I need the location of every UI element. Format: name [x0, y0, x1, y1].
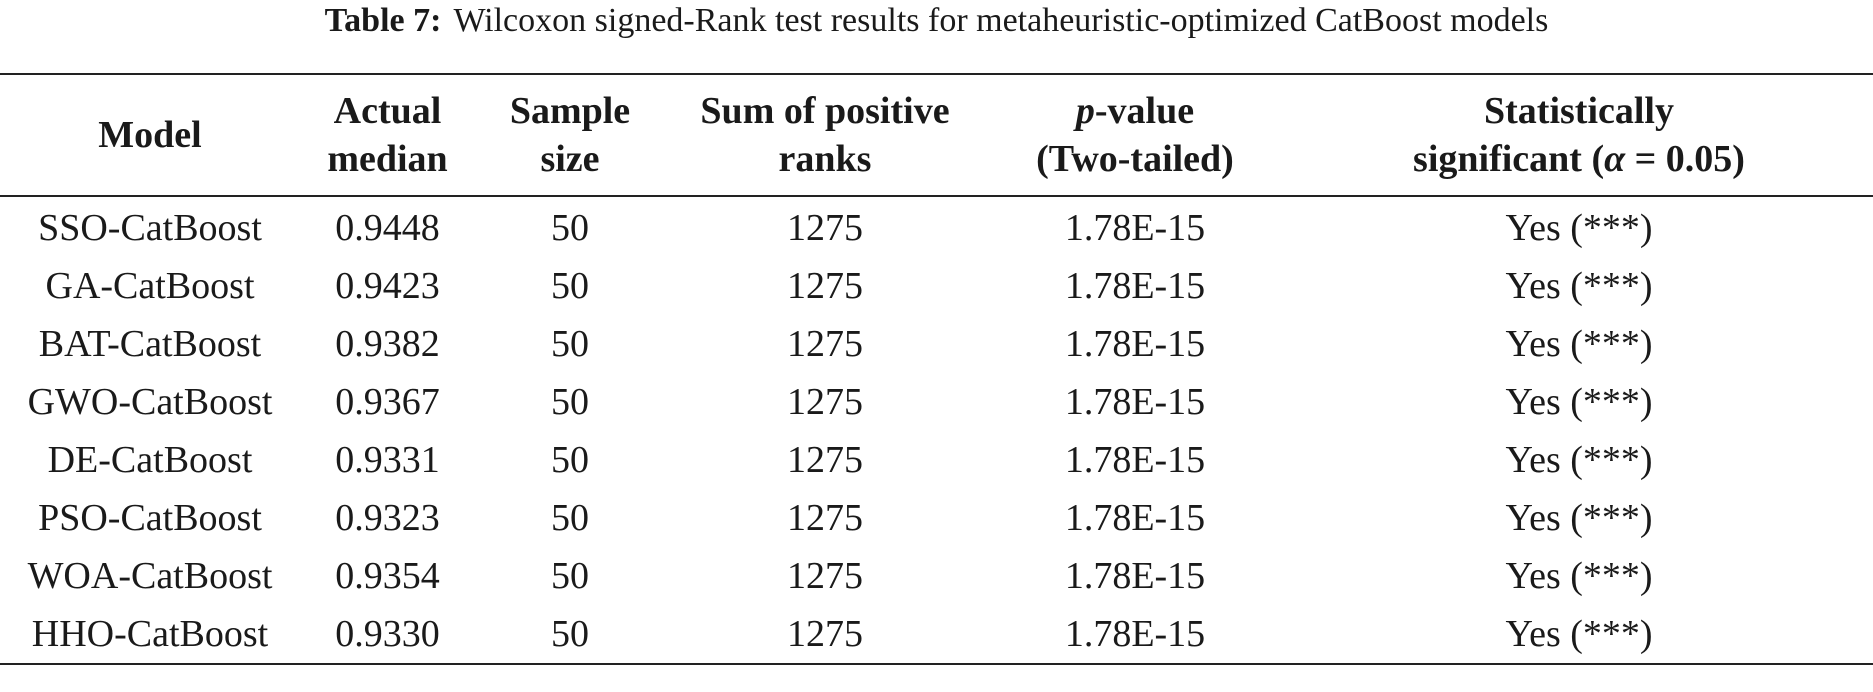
header-model: Model: [0, 74, 300, 196]
header-sample-size-line1: Sample: [509, 90, 631, 132]
cell-model: DE-CatBoost: [47, 439, 253, 481]
table-body: SSO-CatBoost 0.9448 50 1275 1.78E-15 Yes…: [0, 196, 1873, 664]
cell-significance: Yes (***): [1505, 323, 1653, 365]
table-row: WOA-CatBoost 0.9354 50 1275 1.78E-15 Yes…: [0, 547, 1873, 605]
cell-sum-ranks: 1275: [787, 613, 863, 655]
header-p-italic: p: [1075, 90, 1095, 132]
table-row: GA-CatBoost 0.9423 50 1275 1.78E-15 Yes …: [0, 257, 1873, 315]
header-p-rest: -value: [1094, 90, 1195, 132]
header-sample-size: Sample size: [475, 74, 665, 196]
cell-significance: Yes (***): [1505, 555, 1653, 597]
cell-significance: Yes (***): [1505, 439, 1653, 481]
cell-sample-size: 50: [551, 497, 589, 539]
cell-sum-ranks: 1275: [787, 555, 863, 597]
cell-median: 0.9382: [335, 323, 440, 365]
header-sum-positive-ranks: Sum of positive ranks: [665, 74, 985, 196]
header-actual-median: Actual median: [300, 74, 475, 196]
cell-median: 0.9331: [335, 439, 440, 481]
cell-sample-size: 50: [551, 555, 589, 597]
cell-significance: Yes (***): [1505, 207, 1653, 249]
cell-model: SSO-CatBoost: [38, 207, 262, 249]
header-significance: Statistically significant (α = 0.05): [1285, 74, 1873, 196]
header-model-text: Model: [98, 114, 202, 156]
header-sample-size-line2: size: [540, 138, 600, 180]
cell-sample-size: 50: [551, 207, 589, 249]
header-sig-pre: significant (: [1413, 138, 1605, 180]
header-actual-median-line1: Actual: [333, 90, 442, 132]
cell-significance: Yes (***): [1505, 497, 1653, 539]
header-actual-median-line2: median: [327, 138, 448, 180]
header-p-value-line1: p-value: [985, 87, 1285, 135]
cell-sample-size: 50: [551, 323, 589, 365]
cell-sample-size: 50: [551, 381, 589, 423]
cell-sample-size: 50: [551, 439, 589, 481]
cell-model: GA-CatBoost: [45, 265, 255, 307]
cell-significance: Yes (***): [1505, 381, 1653, 423]
table-row: PSO-CatBoost 0.9323 50 1275 1.78E-15 Yes…: [0, 489, 1873, 547]
header-p-value: p-value (Two-tailed): [985, 74, 1285, 196]
cell-significance: Yes (***): [1505, 613, 1653, 655]
cell-p-value: 1.78E-15: [1064, 439, 1206, 481]
cell-p-value: 1.78E-15: [1064, 207, 1206, 249]
caption-text: Wilcoxon signed-Rank test results for me…: [453, 2, 1549, 39]
cell-model: WOA-CatBoost: [27, 555, 273, 597]
cell-p-value: 1.78E-15: [1064, 323, 1206, 365]
cell-sum-ranks: 1275: [787, 207, 863, 249]
cell-median: 0.9323: [335, 497, 440, 539]
table-row: GWO-CatBoost 0.9367 50 1275 1.78E-15 Yes…: [0, 373, 1873, 431]
cell-significance: Yes (***): [1505, 265, 1653, 307]
header-p-value-line2: (Two-tailed): [1036, 138, 1234, 180]
caption-label: Table 7:: [324, 2, 442, 39]
cell-median: 0.9448: [335, 207, 440, 249]
table-row: BAT-CatBoost 0.9382 50 1275 1.78E-15 Yes…: [0, 315, 1873, 373]
cell-median: 0.9354: [335, 555, 440, 597]
results-table: Model Actual median Sample size Sum of p…: [0, 73, 1873, 665]
header-row: Model Actual median Sample size Sum of p…: [0, 74, 1873, 196]
header-sig-post: = 0.05): [1625, 138, 1745, 180]
cell-p-value: 1.78E-15: [1064, 381, 1206, 423]
cell-model: HHO-CatBoost: [31, 613, 269, 655]
cell-sum-ranks: 1275: [787, 381, 863, 423]
cell-sum-ranks: 1275: [787, 323, 863, 365]
header-sig-alpha: α: [1604, 138, 1626, 180]
cell-p-value: 1.78E-15: [1064, 265, 1206, 307]
cell-sum-ranks: 1275: [787, 265, 863, 307]
cell-sum-ranks: 1275: [787, 439, 863, 481]
header-significance-line1: Statistically: [1484, 90, 1674, 132]
cell-p-value: 1.78E-15: [1064, 613, 1206, 655]
header-significance-line2: significant (α = 0.05): [1285, 135, 1873, 183]
header-sum-line1: Sum of positive: [700, 90, 950, 132]
cell-median: 0.9330: [335, 613, 440, 655]
cell-model: BAT-CatBoost: [38, 323, 262, 365]
cell-sum-ranks: 1275: [787, 497, 863, 539]
cell-sample-size: 50: [551, 613, 589, 655]
cell-p-value: 1.78E-15: [1064, 497, 1206, 539]
cell-median: 0.9367: [335, 381, 440, 423]
cell-p-value: 1.78E-15: [1064, 555, 1206, 597]
cell-sample-size: 50: [551, 265, 589, 307]
header-sum-line2: ranks: [778, 138, 872, 180]
cell-model: GWO-CatBoost: [27, 381, 273, 423]
table-row: HHO-CatBoost 0.9330 50 1275 1.78E-15 Yes…: [0, 605, 1873, 664]
cell-median: 0.9423: [335, 265, 440, 307]
cell-model: PSO-CatBoost: [38, 497, 262, 539]
table-header: Model Actual median Sample size Sum of p…: [0, 74, 1873, 196]
table-row: SSO-CatBoost 0.9448 50 1275 1.78E-15 Yes…: [0, 196, 1873, 257]
table-caption: Table 7: Wilcoxon signed-Rank test result…: [0, 0, 1873, 42]
table-row: DE-CatBoost 0.9331 50 1275 1.78E-15 Yes …: [0, 431, 1873, 489]
